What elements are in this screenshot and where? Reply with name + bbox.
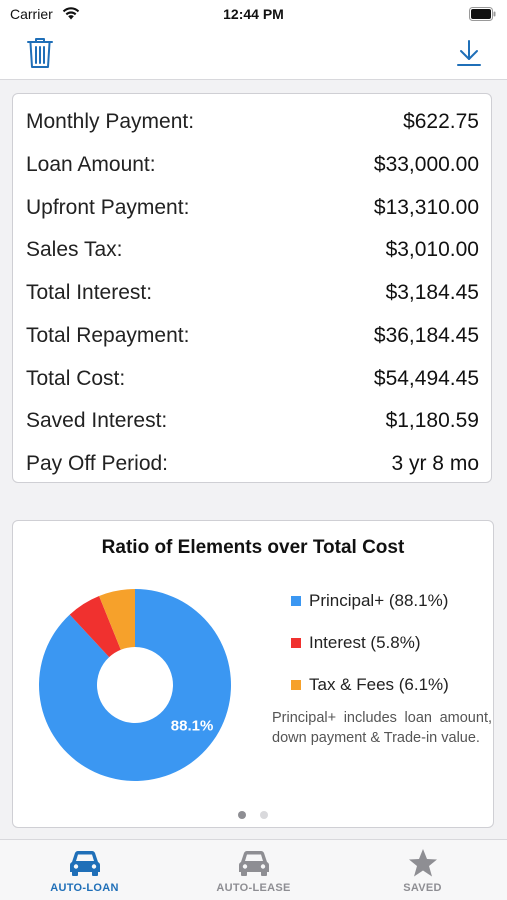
status-bar: Carrier 12:44 PM (0, 0, 507, 30)
legend-item-interest: Interest (5.8%) (289, 629, 489, 671)
summary-row-upfront-payment: Upfront Payment: $13,310.00 (26, 193, 479, 223)
chart-title: Ratio of Elements over Total Cost (101, 537, 405, 558)
wifi-icon (62, 7, 80, 20)
slice-tax-fees (99, 589, 135, 650)
slice-label: 88.1% (171, 718, 214, 735)
summary-row-loan-amount: Loan Amount: $33,000.00 (26, 150, 479, 180)
summary-value: $54,494.45 (373, 367, 479, 390)
summary-row-total-repayment: Total Repayment: $36,184.45 (26, 321, 479, 351)
tab-bar: AUTO-LOAN AUTO-LEASE SAVED (0, 839, 507, 900)
summary-row-total-cost: Total Cost: $54,494.45 (26, 364, 479, 394)
legend-swatch (291, 596, 301, 606)
legend-label: Tax & Fees (6.1%) (309, 675, 449, 694)
chart-legend: Principal+ (88.1%) Interest (5.8%) Tax &… (289, 587, 489, 713)
download-icon[interactable] (455, 38, 483, 68)
summary-value: $1,180.59 (385, 409, 479, 432)
summary-label: Total Cost: (26, 367, 126, 390)
summary-value: $33,000.00 (373, 153, 479, 176)
summary-label: Pay Off Period: (26, 452, 169, 475)
legend-label: Interest (5.8%) (309, 633, 421, 652)
summary-value: $3,184.45 (385, 281, 479, 304)
status-time: 12:44 PM (223, 6, 284, 22)
legend-swatch (291, 680, 301, 690)
legend-swatch (291, 638, 301, 648)
page-dot[interactable] (237, 811, 246, 819)
car-icon (69, 851, 100, 876)
page-indicator[interactable] (13, 806, 493, 819)
summary-value: $36,184.45 (373, 324, 479, 347)
summary-label: Total Interest: (26, 281, 153, 304)
summary-value: $622.75 (403, 110, 479, 133)
legend-item-principal: Principal+ (88.1%) (289, 587, 489, 629)
summary-value: $13,310.00 (373, 196, 479, 219)
legend-label: Principal+ (88.1%) (309, 591, 449, 610)
page-dot[interactable] (260, 811, 269, 819)
summary-label: Saved Interest: (26, 409, 168, 432)
tab-label: AUTO-LOAN (50, 882, 119, 894)
slice-principal (38, 589, 232, 781)
tab-label: AUTO-LEASE (216, 882, 291, 894)
summary-value: 3 yr 8 mo (391, 452, 479, 475)
carrier-label: Carrier (10, 6, 53, 22)
battery-icon (469, 7, 496, 21)
summary-label: Loan Amount: (26, 153, 156, 176)
star-icon (408, 849, 437, 877)
summary-row-pay-off-period: Pay Off Period: 3 yr 8 mo (26, 449, 479, 479)
loan-summary-card: Monthly Payment: $622.75 Loan Amount: $3… (12, 93, 492, 483)
car-icon (238, 851, 269, 876)
donut-chart: 88.1% (38, 589, 232, 781)
summary-row-saved-interest: Saved Interest: $1,180.59 (26, 406, 479, 436)
cost-ratio-chart-card[interactable]: Ratio of Elements over Total Cost 88.1% … (12, 520, 494, 828)
tab-label: SAVED (403, 882, 442, 894)
slice-interest (69, 595, 121, 658)
trash-icon[interactable] (25, 36, 55, 70)
legend-item-tax-fees: Tax & Fees (6.1%) (289, 671, 489, 713)
summary-label: Monthly Payment: (26, 110, 195, 133)
toolbar (0, 30, 507, 80)
summary-row-sales-tax: Sales Tax: $3,010.00 (26, 235, 479, 265)
summary-row-monthly-payment: Monthly Payment: $622.75 (26, 107, 479, 137)
summary-label: Total Repayment: (26, 324, 190, 347)
summary-label: Sales Tax: (26, 238, 123, 261)
chart-note: Principal+ includes loan amount, down pa… (272, 710, 492, 746)
summary-value: $3,010.00 (385, 238, 479, 261)
tab-auto-loan[interactable]: AUTO-LOAN (0, 840, 169, 900)
summary-label: Upfront Payment: (26, 196, 190, 219)
tab-auto-lease[interactable]: AUTO-LEASE (169, 840, 338, 900)
tab-saved[interactable]: SAVED (338, 840, 507, 900)
summary-row-total-interest: Total Interest: $3,184.45 (26, 278, 479, 308)
